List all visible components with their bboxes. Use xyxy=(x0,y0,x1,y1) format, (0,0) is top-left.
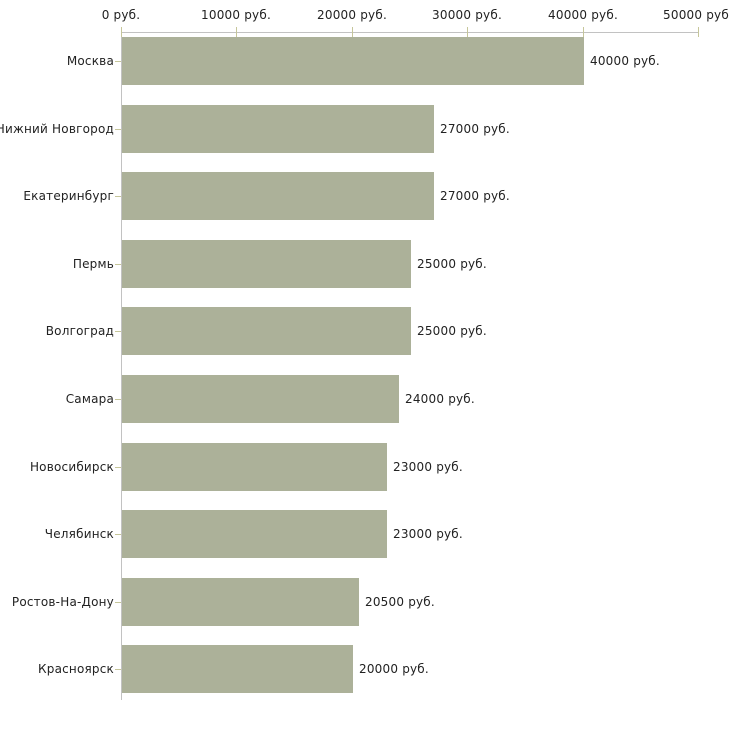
category-tick xyxy=(115,467,121,468)
category-label: Пермь xyxy=(72,256,114,271)
category-label: Екатеринбург xyxy=(23,189,114,204)
category-tick xyxy=(115,196,121,197)
category-label: Самара xyxy=(65,392,114,406)
bar xyxy=(122,443,387,491)
category-label: Новосибирск xyxy=(29,459,114,474)
bar xyxy=(122,510,387,558)
x-axis-tick-label: 50000 руб. xyxy=(663,8,730,22)
category-tick xyxy=(115,129,121,130)
x-axis-tick-label: 10000 руб. xyxy=(201,8,271,22)
y-axis-line xyxy=(121,32,122,700)
bar-value-label: 27000 руб. xyxy=(440,121,510,136)
category-tick xyxy=(115,264,121,265)
category-label: Ростов-На-Дону xyxy=(11,594,114,609)
bar-value-label: 25000 руб. xyxy=(417,324,487,339)
bar-value-label: 20500 руб. xyxy=(365,594,435,609)
category-tick xyxy=(115,669,121,670)
bar xyxy=(122,375,399,423)
category-tick xyxy=(115,61,121,62)
bar xyxy=(122,645,353,693)
x-axis-tick-label: 30000 руб. xyxy=(432,8,502,22)
bar-value-label: 23000 руб. xyxy=(393,527,463,542)
bar xyxy=(122,307,411,355)
x-axis-tick xyxy=(236,27,237,37)
x-axis-line xyxy=(121,32,698,33)
bar-value-label: 23000 руб. xyxy=(393,459,463,474)
bar-value-label: 27000 руб. xyxy=(440,189,510,204)
x-axis-tick xyxy=(352,27,353,37)
x-axis-tick xyxy=(467,27,468,37)
bar-value-label: 24000 руб. xyxy=(405,392,475,406)
bar xyxy=(122,240,411,288)
category-tick xyxy=(115,602,121,603)
category-label: Челябинск xyxy=(44,527,114,542)
bar-value-label: 25000 руб. xyxy=(417,256,487,271)
bar xyxy=(122,105,434,153)
bar xyxy=(122,172,434,220)
x-axis-tick xyxy=(698,27,699,37)
x-axis-tick-label: 40000 руб. xyxy=(548,8,618,22)
category-label: Москва xyxy=(66,54,114,68)
x-axis-tick-label: 20000 руб. xyxy=(317,8,387,22)
category-label: Нижний Новгород xyxy=(0,121,114,136)
x-axis-tick xyxy=(583,27,584,37)
category-label: Красноярск xyxy=(38,662,114,677)
category-tick xyxy=(115,399,121,400)
x-axis-tick-label: 0 руб. xyxy=(101,8,141,22)
bar xyxy=(122,37,584,85)
category-tick xyxy=(115,331,121,332)
category-tick xyxy=(115,534,121,535)
bar-value-label: 40000 руб. xyxy=(590,54,660,68)
bar-value-label: 20000 руб. xyxy=(359,662,429,677)
x-axis-tick xyxy=(121,27,122,37)
bar xyxy=(122,578,359,626)
category-label: Волгоград xyxy=(45,324,114,339)
